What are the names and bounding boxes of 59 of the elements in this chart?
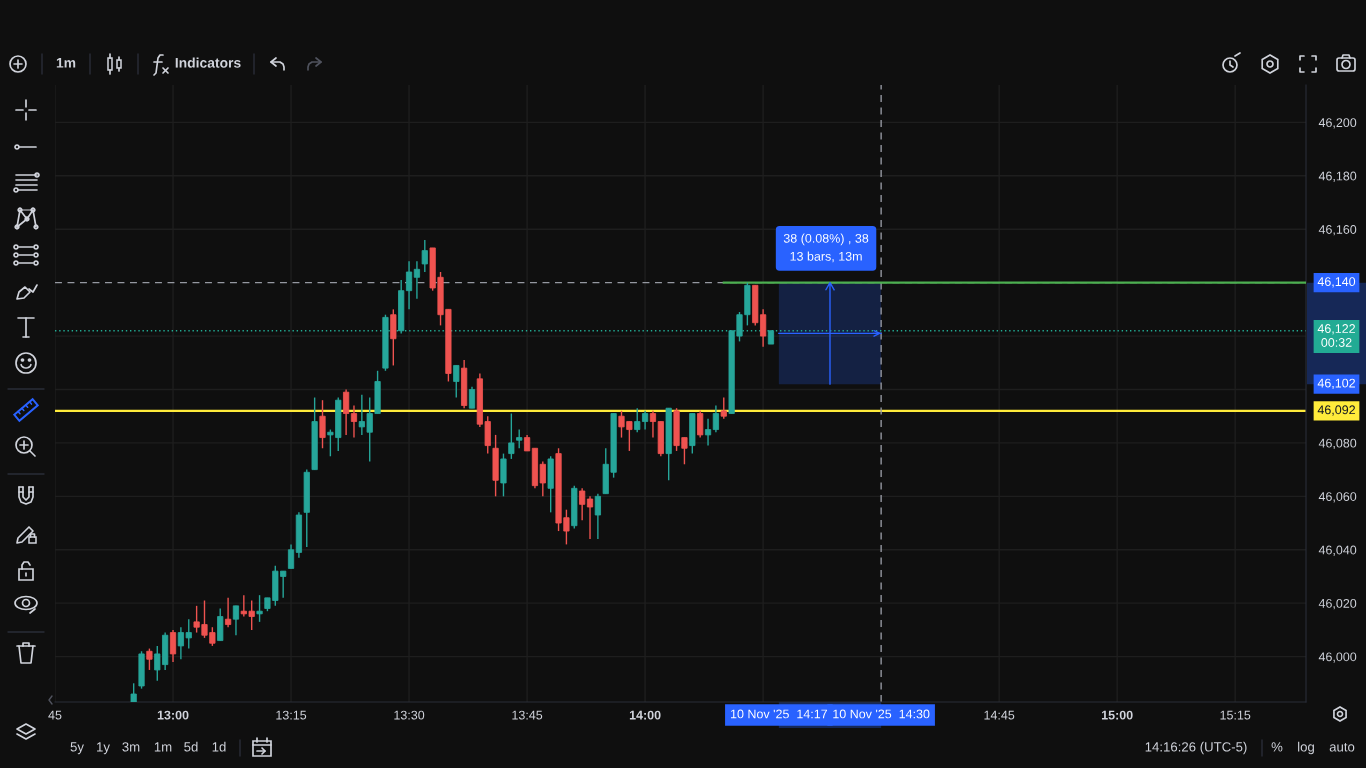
candlestick: [256, 594, 263, 623]
annotation: 10 Nov '25 14:17: [731, 709, 828, 719]
candlestick: [704, 418, 712, 447]
x-tick-label: 15:15: [1220, 710, 1251, 720]
candlestick: [413, 260, 421, 300]
y-tick-label: 46,080: [1318, 438, 1357, 450]
ref-line-label: 46,122 00:32: [1317, 324, 1355, 347]
text: 5d: [184, 741, 198, 752]
candlestick: [468, 386, 476, 409]
candlestick: [586, 495, 594, 540]
candlestick: [232, 605, 240, 636]
text: %: [1271, 742, 1283, 752]
x-tick-label: 13:15: [276, 710, 307, 720]
x-tick-label: 13:45: [512, 710, 543, 720]
ref-line-label: 46,092: [1317, 405, 1355, 416]
y-tick-label: 46,200: [1318, 118, 1357, 129]
candlestick: [712, 404, 719, 433]
y-tick-label: 46,060: [1318, 492, 1357, 503]
text: 1m: [56, 58, 76, 68]
text: 1y: [97, 742, 110, 755]
candlestick: [508, 412, 515, 460]
text: 1d: [212, 741, 226, 752]
candlestick: [225, 597, 232, 628]
candlestick: [594, 492, 601, 540]
y-tick-label: 46,000: [1318, 652, 1357, 663]
y-tick-label: 46,180: [1318, 171, 1357, 182]
candlestick: [516, 428, 523, 449]
x-tick-label: 15:00: [1101, 710, 1133, 720]
candlestick: [649, 410, 657, 439]
candlestick: [169, 629, 177, 663]
candlestick: [343, 388, 350, 436]
candlestick: [319, 399, 326, 449]
annotation: 10 Nov '25 14:30: [833, 709, 930, 719]
candlestick: [421, 239, 428, 273]
text: 14:16:26 (UTC-5): [1145, 741, 1247, 755]
annotation: 38 (0.08%) , 38 13 bars, 13m: [783, 233, 869, 263]
x-tick-label: 45: [48, 710, 62, 720]
candlestick: [287, 543, 295, 570]
text: auto: [1329, 742, 1355, 752]
text: 46,102: [1317, 378, 1355, 389]
y-tick-label: 46,160: [1318, 225, 1357, 236]
candlestick: [697, 410, 704, 439]
y-tick-label: 46,020: [1318, 598, 1357, 610]
text: Indicators: [175, 57, 241, 68]
candlestick: [579, 487, 586, 522]
text: 1m: [154, 742, 172, 752]
x-tick-label: 13:00: [157, 710, 189, 720]
x-tick-label: 14:00: [629, 710, 661, 720]
x-tick-label: 14:45: [984, 710, 1015, 720]
text: log: [1298, 741, 1314, 755]
candlestick: [146, 647, 153, 671]
text: 3m: [122, 742, 140, 752]
y-tick-label: 46,040: [1318, 545, 1357, 556]
text: 46,140: [1317, 277, 1356, 288]
candlestick: [453, 364, 460, 399]
text: 5y: [70, 742, 84, 755]
candlestick: [720, 396, 727, 420]
candlestick: [350, 404, 358, 439]
x-tick-label: 13:30: [394, 710, 425, 720]
